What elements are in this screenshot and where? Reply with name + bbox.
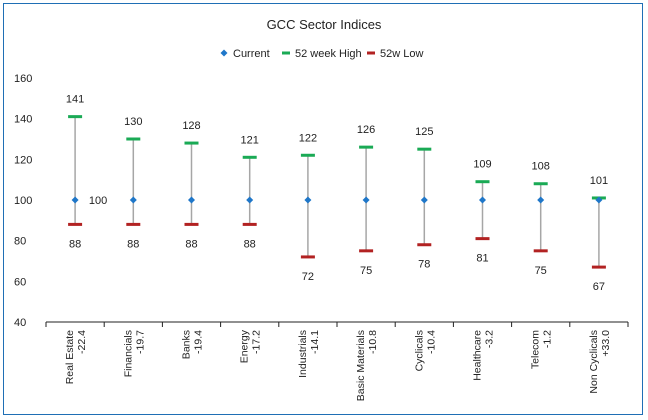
low-data-label: 75 bbox=[535, 265, 547, 277]
x-tick-label: Energy-17.2 bbox=[239, 329, 263, 363]
low-data-label: 88 bbox=[244, 238, 256, 250]
current-marker bbox=[479, 196, 486, 204]
low-data-label: 88 bbox=[127, 238, 139, 250]
low-data-label: 72 bbox=[302, 271, 314, 283]
current-marker bbox=[246, 196, 254, 204]
y-tick-label: 40 bbox=[14, 317, 26, 329]
low-data-label: 88 bbox=[185, 238, 197, 250]
x-tick-label: Financials-19.7 bbox=[122, 330, 146, 377]
current-marker bbox=[188, 196, 195, 204]
x-tick-label: Healthcare-3.2 bbox=[472, 330, 496, 381]
high-data-label: 101 bbox=[590, 175, 608, 187]
high-data-label: 126 bbox=[357, 124, 375, 136]
current-marker bbox=[304, 196, 312, 204]
legend-label: 52 week High bbox=[295, 48, 362, 60]
y-axis: 40 60 80 100 120 140 160 bbox=[14, 73, 32, 329]
current-marker bbox=[420, 196, 428, 204]
high-data-label: 108 bbox=[532, 161, 550, 173]
legend-label: Current bbox=[233, 48, 270, 60]
x-tick-label: Banks-19.4 bbox=[181, 330, 205, 359]
current-data-label: 100 bbox=[89, 195, 107, 207]
current-marker bbox=[537, 196, 545, 204]
chart: GCC Sector Indices Current 52 week High 52… bbox=[14, 17, 629, 401]
x-tick-label: Basic Materials-10.8 bbox=[355, 330, 379, 401]
high-data-label: 128 bbox=[182, 120, 200, 132]
legend: Current 52 week High 52w Low bbox=[220, 48, 423, 60]
x-tick-label: Industrials-14.1 bbox=[297, 330, 321, 378]
high-data-label: 141 bbox=[66, 94, 84, 106]
high-data-label: 125 bbox=[415, 126, 433, 138]
low-data-label: 81 bbox=[476, 253, 488, 265]
y-tick-label: 60 bbox=[14, 276, 26, 288]
low-data-label: 75 bbox=[360, 265, 372, 277]
low-data-label: 67 bbox=[593, 281, 605, 293]
high-data-label: 121 bbox=[241, 134, 259, 146]
chart-frame: GCC Sector Indices Current 52 week High 52… bbox=[3, 3, 643, 415]
current-marker bbox=[129, 196, 137, 204]
current-marker bbox=[595, 196, 603, 204]
y-tick-label: 160 bbox=[14, 73, 32, 85]
x-axis: Real Estate-22.4 Financials-19.7 Banks-19.… bbox=[45, 321, 629, 401]
x-tick-label: Telecom-1.2 bbox=[530, 330, 554, 369]
y-tick-label: 120 bbox=[14, 154, 32, 166]
plot-area: 141 130 128 121 122 126 125 109 108 101 88 88 88 88 72… bbox=[66, 94, 608, 293]
legend-swatch bbox=[220, 49, 228, 57]
x-tick-label: Real Estate-22.4 bbox=[64, 330, 88, 384]
high-data-label: 122 bbox=[299, 132, 317, 144]
x-tick-label: Non Cyclicals+33.0 bbox=[588, 330, 612, 394]
current-marker bbox=[362, 196, 370, 204]
legend-label: 52w Low bbox=[380, 48, 423, 60]
y-tick-label: 100 bbox=[14, 195, 32, 207]
chart-title: GCC Sector Indices bbox=[267, 17, 382, 32]
y-tick-label: 140 bbox=[14, 114, 32, 126]
current-marker bbox=[71, 196, 79, 204]
y-tick-label: 80 bbox=[14, 236, 26, 248]
low-data-label: 78 bbox=[418, 259, 430, 271]
high-data-label: 130 bbox=[124, 116, 142, 128]
x-tick-label: Cyclicals-10.4 bbox=[413, 330, 437, 372]
low-data-label: 88 bbox=[69, 238, 81, 250]
high-data-label: 109 bbox=[473, 159, 491, 171]
